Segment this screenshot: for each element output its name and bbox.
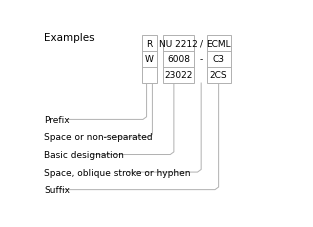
Text: NU 2212: NU 2212 — [159, 39, 198, 48]
Text: 23022: 23022 — [164, 71, 193, 80]
Text: C3: C3 — [213, 55, 225, 64]
Text: Space or non-separated: Space or non-separated — [44, 133, 153, 142]
Text: /: / — [200, 39, 203, 48]
FancyBboxPatch shape — [207, 36, 231, 83]
Text: -: - — [200, 55, 203, 64]
Text: 2CS: 2CS — [210, 71, 228, 80]
Text: Space, oblique stroke or hyphen: Space, oblique stroke or hyphen — [44, 168, 191, 177]
Text: 6008: 6008 — [167, 55, 190, 64]
Text: Basic designation: Basic designation — [44, 150, 124, 159]
Text: Suffix: Suffix — [44, 185, 70, 194]
Text: ECML: ECML — [206, 39, 231, 48]
FancyBboxPatch shape — [142, 36, 157, 83]
FancyBboxPatch shape — [163, 36, 194, 83]
Text: Examples: Examples — [44, 32, 95, 42]
Text: Prefix: Prefix — [44, 115, 69, 124]
Text: W: W — [145, 55, 154, 64]
Text: R: R — [146, 39, 153, 48]
